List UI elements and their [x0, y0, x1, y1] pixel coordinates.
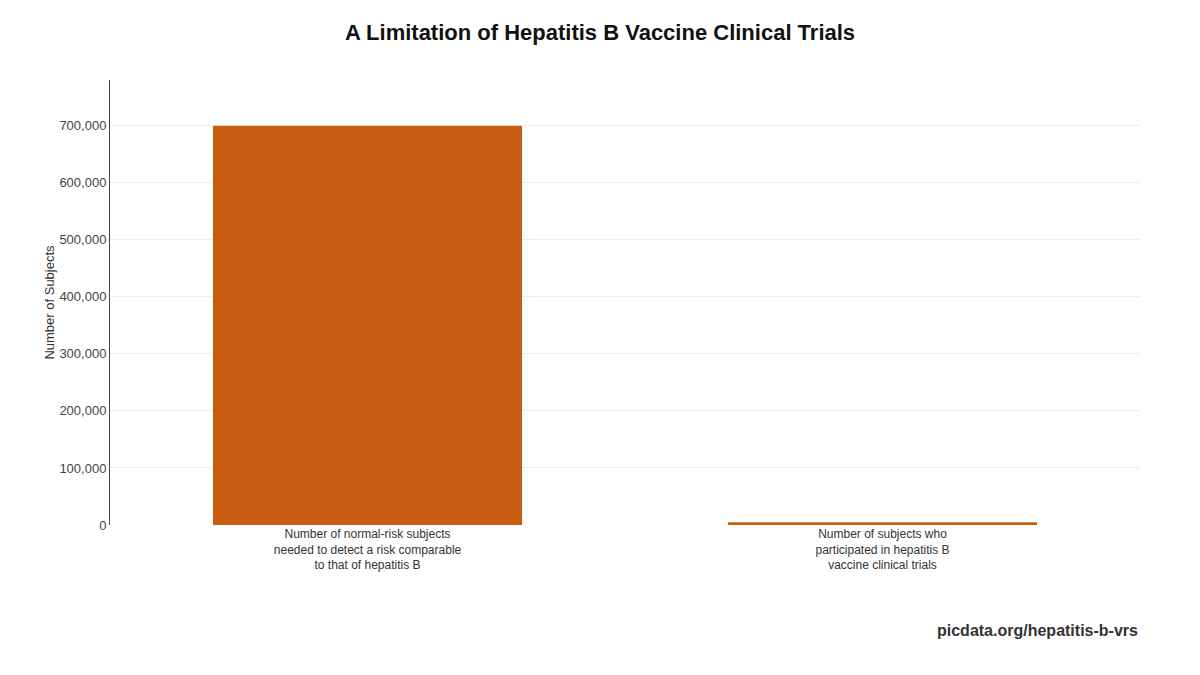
svg-text:Number of subjects whoparticip: Number of subjects whoparticipated in he…: [815, 527, 949, 572]
svg-text:A Limitation of Hepatitis B Va: A Limitation of Hepatitis B Vaccine Clin…: [345, 20, 855, 45]
svg-text:0: 0: [99, 518, 106, 533]
svg-text:700,000: 700,000: [59, 118, 106, 133]
svg-text:Number of Subjects: Number of Subjects: [42, 245, 57, 360]
svg-text:Number of normal-risk subjects: Number of normal-risk subjectsneeded to …: [274, 527, 462, 572]
svg-text:200,000: 200,000: [59, 403, 106, 418]
svg-text:400,000: 400,000: [59, 289, 106, 304]
svg-text:picdata.org/hepatitis-b-vrs: picdata.org/hepatitis-b-vrs: [937, 622, 1138, 639]
svg-text:600,000: 600,000: [59, 175, 106, 190]
svg-text:500,000: 500,000: [59, 232, 106, 247]
svg-text:100,000: 100,000: [59, 461, 106, 476]
svg-text:300,000: 300,000: [59, 346, 106, 361]
